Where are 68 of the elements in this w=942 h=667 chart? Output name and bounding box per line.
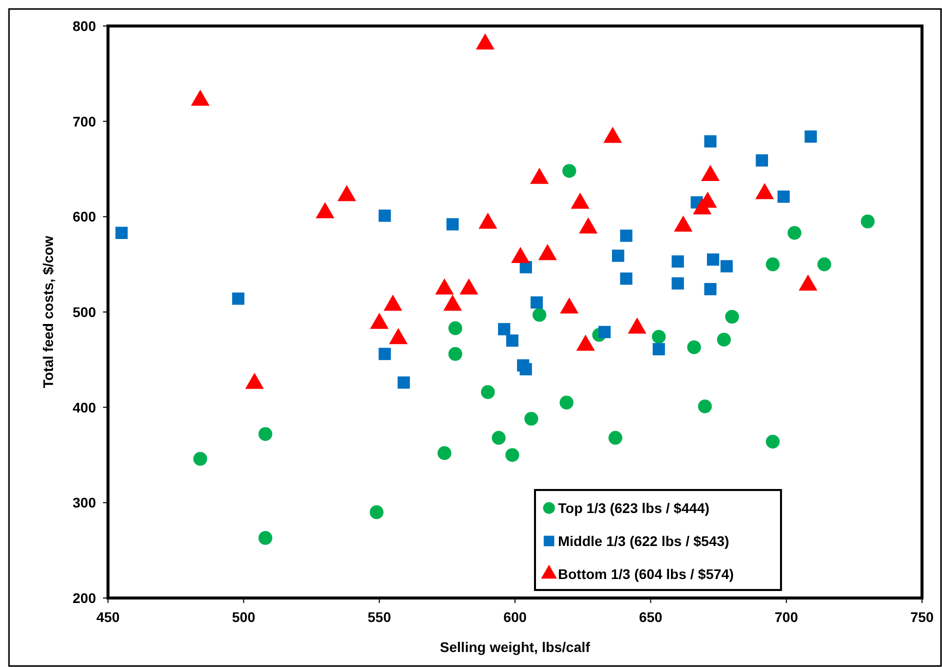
x-tick-label: 450 (96, 609, 120, 625)
legend-label: Bottom 1/3 (604 lbs / $574) (558, 566, 734, 582)
x-tick-label: 750 (910, 609, 934, 625)
point (498, 323, 510, 336)
x-axis-title: Selling weight, lbs/calf (440, 639, 590, 655)
point (804, 130, 817, 143)
point (788, 226, 802, 240)
point (620, 272, 632, 285)
legend-label: Middle 1/3 (622 lbs / $543) (558, 533, 730, 549)
point (378, 210, 391, 222)
point (766, 257, 780, 272)
point (506, 334, 518, 347)
point (492, 430, 506, 445)
point (232, 292, 244, 305)
point (725, 310, 739, 324)
y-tick-label: 400 (72, 399, 96, 416)
point (480, 385, 495, 399)
point (258, 531, 272, 545)
x-tick-label: 600 (503, 609, 527, 625)
point (717, 332, 731, 347)
point (193, 452, 208, 466)
point (398, 376, 410, 389)
x-tick-label: 500 (232, 609, 256, 625)
point (448, 347, 462, 361)
y-tick-label: 300 (72, 494, 96, 511)
point (608, 430, 622, 445)
point (370, 505, 384, 520)
point (520, 363, 532, 376)
point (672, 255, 684, 268)
x-tick-label: 700 (774, 609, 798, 625)
point (258, 427, 272, 441)
point (115, 226, 128, 239)
legend-label: Top 1/3 (623 lbs / $444) (558, 500, 710, 516)
point (720, 260, 733, 272)
point (704, 282, 716, 296)
point (524, 412, 538, 426)
y-axis-title: Total feed costs, $/cow (40, 236, 56, 388)
x-tick-label: 550 (368, 609, 392, 625)
y-tick-label: 600 (72, 208, 96, 225)
y-tick-label: 800 (72, 18, 96, 34)
y-tick-label: 200 (72, 590, 96, 606)
point (448, 321, 462, 336)
point (706, 253, 720, 266)
point (446, 218, 459, 230)
point (598, 326, 611, 338)
point (687, 340, 701, 354)
point (562, 164, 576, 178)
point (704, 135, 716, 148)
point (652, 330, 666, 344)
point (817, 257, 832, 272)
point (532, 308, 546, 322)
point (860, 214, 875, 228)
point (505, 448, 520, 462)
point (530, 296, 543, 309)
point (652, 343, 665, 356)
point (378, 348, 391, 360)
point (777, 190, 790, 203)
point (620, 230, 632, 242)
point (438, 446, 452, 460)
point (698, 399, 712, 414)
point (560, 396, 574, 410)
point (756, 154, 768, 167)
point (612, 250, 624, 262)
point (672, 277, 684, 290)
point (766, 434, 780, 449)
y-tick-label: 500 (72, 304, 96, 320)
x-tick-label: 650 (638, 609, 663, 625)
y-tick-label: 700 (72, 113, 96, 130)
